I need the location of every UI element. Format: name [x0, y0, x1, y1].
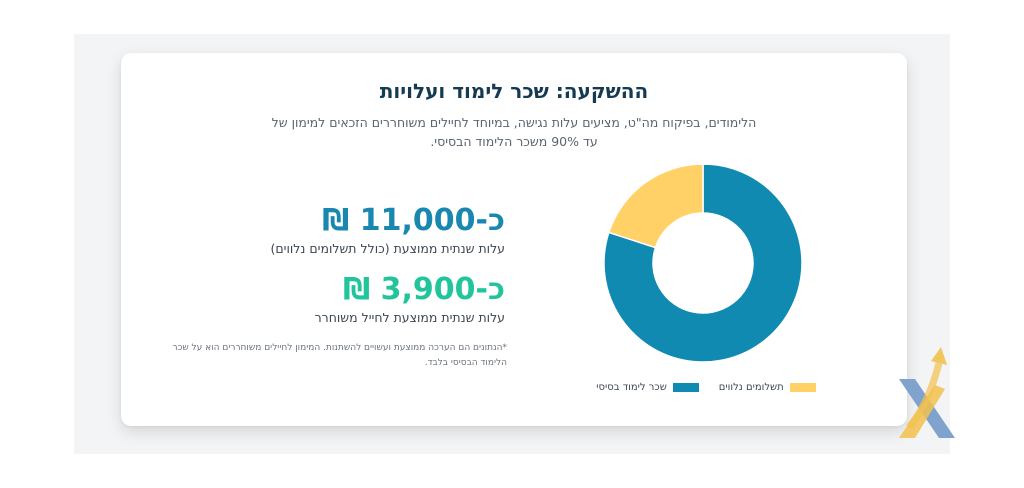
donut-chart [591, 163, 831, 415]
legend-swatch-related-fees [789, 383, 816, 392]
legend-label-related-fees: תשלומים נלווים [718, 382, 784, 393]
investment-card: ההשקעה: שכר לימוד ועלויות הלימודים, בפיק… [121, 53, 907, 426]
annual-cost-value: כ-11,000 ₪ [322, 203, 505, 238]
donut-slice-1[interactable] [607, 163, 704, 249]
x-arrow-logo-icon [899, 347, 955, 438]
annual-cost-label: עלות שנתית ממוצעת (כולל תשלומים נלווים) [270, 241, 506, 256]
disclaimer-note: *הנתונים הם הערכה ממוצעת ועשויים להשתנות… [172, 343, 507, 368]
veteran-cost-label: עלות שנתית ממוצעת לחייל משוחרר [314, 310, 505, 325]
legend-swatch-base-tuition [672, 383, 699, 392]
veteran-cost-value: כ-3,900 ₪ [343, 272, 505, 307]
legend-item-base-tuition[interactable]: שכר לימוד בסיסי [596, 382, 699, 393]
legend-item-related-fees[interactable]: תשלומים נלווים [719, 382, 816, 393]
chart-legend: תשלומים נלווים שכר לימוד בסיסי [591, 382, 821, 393]
card-title: ההשקעה: שכר לימוד ועלויות [379, 79, 649, 103]
legend-label-base-tuition: שכר לימוד בסיסי [596, 382, 667, 393]
donut-chart-svg [603, 163, 803, 363]
donut-slice-0[interactable] [603, 163, 803, 363]
card-subtitle: הלימודים, בפיקוח מה"ט, מציעים עלות נגישה… [271, 115, 757, 149]
cost-stats: כ-11,000 ₪ עלות שנתית ממוצעת (כולל תשלומ… [145, 203, 506, 325]
